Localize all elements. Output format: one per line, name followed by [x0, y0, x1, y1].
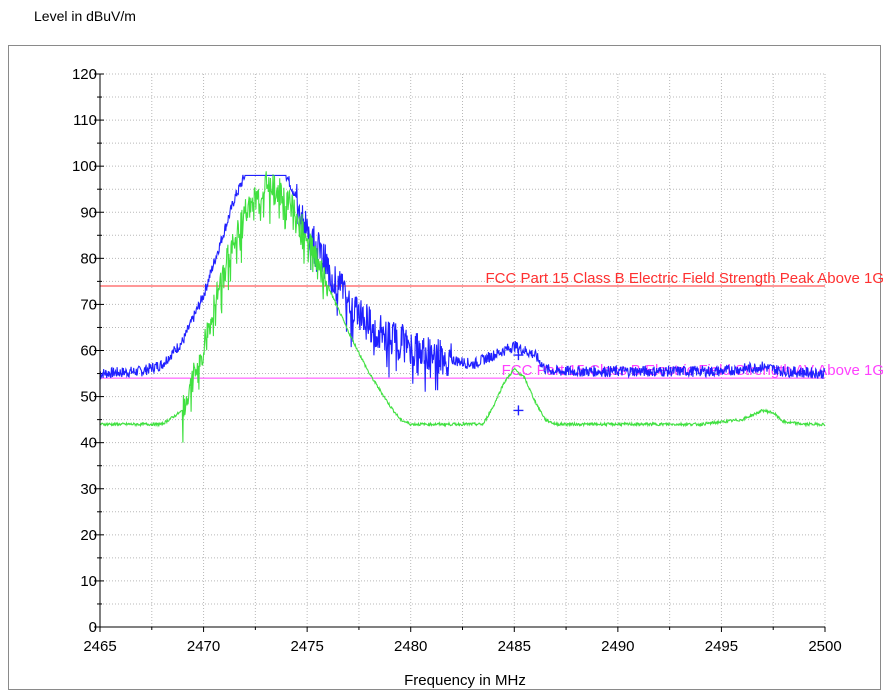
x-tick-label: 2475 [290, 638, 323, 655]
x-tick-label: 2490 [601, 638, 634, 655]
grid [99, 73, 826, 628]
y-tick-label: 120 [72, 66, 97, 83]
y-axis-title: Level in dBuV/m [34, 8, 136, 24]
marker-plus [513, 350, 524, 361]
y-tick-label: 20 [80, 527, 97, 544]
y-tick-label: 10 [80, 573, 97, 590]
marker-plus [513, 405, 524, 416]
y-tick-label: 70 [80, 296, 97, 313]
x-tick-label: 2470 [187, 638, 220, 655]
y-tick-label: 100 [72, 158, 97, 175]
y-tick-label: 80 [80, 250, 97, 267]
y-tick-label: 40 [80, 435, 97, 452]
y-tick-label: 90 [80, 204, 97, 221]
chart-frame [8, 45, 881, 690]
series-group [99, 171, 826, 443]
x-tick-label: 2495 [705, 638, 738, 655]
axes [99, 74, 825, 628]
x-tick-label: 2485 [498, 638, 531, 655]
y-tick-label: 50 [80, 389, 97, 406]
series-line [99, 174, 826, 392]
tick-labels: 2465 2470 2475 2480 2485 2490 2495 2500 0 10 20 30 4… [72, 66, 842, 655]
x-tick-label: 2500 [808, 638, 841, 655]
y-tick-label: 110 [73, 112, 97, 129]
series-line [99, 171, 826, 443]
x-axis-title: Frequency in MHz [404, 672, 526, 689]
y-tick-label: 60 [80, 343, 97, 360]
markers-group [513, 350, 524, 416]
x-tick-label: 2465 [83, 638, 116, 655]
x-tick-label: 2480 [394, 638, 427, 655]
y-tick-label: 0 [89, 619, 97, 636]
y-tick-label: 30 [80, 481, 97, 498]
limit-label: FCC Part 15 Class B Electric Field Stren… [485, 270, 884, 287]
